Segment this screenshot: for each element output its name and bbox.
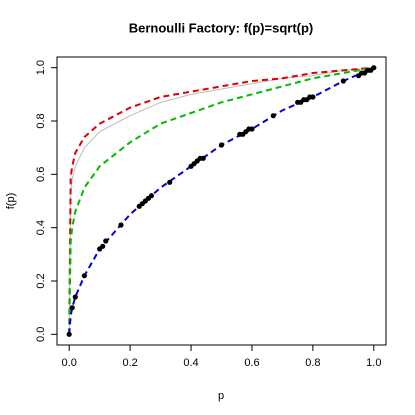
y-axis-label: f(p) bbox=[5, 193, 17, 210]
point bbox=[249, 126, 255, 132]
point bbox=[167, 179, 173, 185]
plot-frame bbox=[56, 56, 387, 346]
point bbox=[103, 238, 109, 244]
point bbox=[148, 193, 155, 199]
point bbox=[371, 65, 377, 71]
x-tick-label: 0.6 bbox=[244, 357, 259, 369]
curve bbox=[68, 67, 374, 335]
x-tick-label: 1.0 bbox=[366, 357, 381, 369]
point bbox=[118, 222, 124, 228]
x-tick-label: 0.4 bbox=[183, 357, 198, 369]
point bbox=[72, 294, 78, 300]
y-tick-label: 1.0 bbox=[35, 60, 47, 75]
point bbox=[81, 273, 88, 279]
point bbox=[310, 94, 316, 100]
x-tick-label: 0.8 bbox=[305, 357, 320, 369]
point bbox=[340, 78, 346, 84]
point bbox=[66, 331, 72, 337]
point bbox=[200, 155, 206, 161]
y-tick-label: 0.8 bbox=[35, 113, 47, 128]
x-axis-label: p bbox=[218, 390, 224, 402]
point bbox=[100, 243, 106, 249]
y-tick-label: 0.0 bbox=[35, 327, 47, 342]
chart-title: Bernoulli Factory: f(p)=sqrt(p) bbox=[129, 20, 314, 35]
y-tick-label: 0.6 bbox=[35, 167, 47, 182]
y-tick-label: 0.2 bbox=[35, 273, 47, 288]
curve bbox=[68, 66, 374, 335]
x-tick-label: 0.0 bbox=[62, 357, 77, 369]
x-tick-label: 0.2 bbox=[122, 357, 137, 369]
curve bbox=[68, 66, 374, 335]
y-tick-label: 0.4 bbox=[35, 220, 47, 235]
point bbox=[69, 305, 75, 311]
point bbox=[270, 113, 276, 119]
point bbox=[218, 142, 225, 148]
